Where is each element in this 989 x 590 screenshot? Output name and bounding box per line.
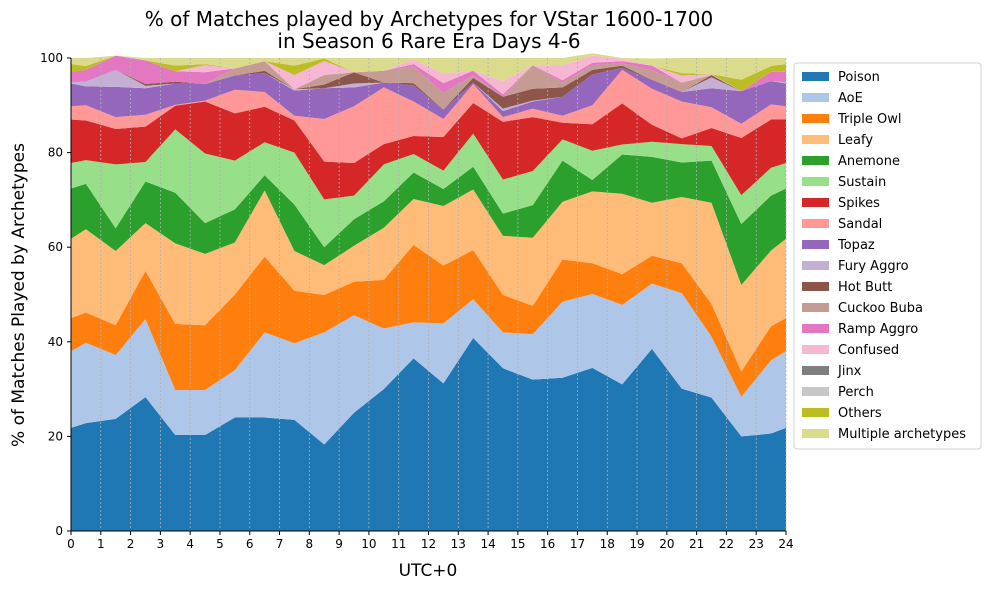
chart-title-line: in Season 6 Rare Era Days 4-6 [277,29,580,53]
x-tick-label: 8 [306,537,314,551]
legend-swatch-triple-owl [802,114,829,123]
x-tick-label: 2 [127,537,135,551]
y-tick-label: 60 [48,240,63,254]
x-grid [70,58,787,531]
x-tick-label: 12 [421,537,436,551]
area-cuckoo-buba [71,61,786,110]
area-multiple-archetypes [71,53,786,82]
x-tick-label: 23 [749,537,764,551]
chart-title: % of Matches played by Archetypes for VS… [145,7,714,53]
x-tick-label: 5 [216,537,224,551]
legend-swatch-leafy [802,135,829,144]
legend-label-anemone: Anemone [838,154,900,169]
legend-label-cuckoo-buba: Cuckoo Buba [838,301,923,316]
legend-label-poison: Poison [838,70,880,85]
area-ramp-aggro [71,55,786,97]
x-tick-label: 10 [361,537,376,551]
legend-label-confused: Confused [838,343,899,358]
x-tick-label: 3 [157,537,165,551]
x-tick-label: 0 [67,537,75,551]
area-topaz [71,67,786,124]
legend-swatch-sandal [802,219,829,228]
x-tick-label: 19 [629,537,644,551]
legend-label-hot-butt: Hot Butt [838,280,892,295]
legend-swatch-jinx [802,366,829,375]
legend-swatch-others [802,408,829,417]
x-tick-label: 13 [451,537,466,551]
y-axis-label: % of Matches Played by Archetypes [9,143,29,447]
legend-label-ramp-aggro: Ramp Aggro [838,322,918,337]
x-tick-label: 7 [276,537,284,551]
legend-label-perch: Perch [838,385,874,400]
legend-swatch-confused [802,345,829,354]
y-tick-label: 100 [40,51,63,65]
y-tick-label: 20 [48,429,63,443]
legend-swatch-topaz [802,240,829,249]
x-tick-label: 9 [335,537,343,551]
legend-label-aoe: AoE [838,91,863,106]
x-tick-label: 14 [480,537,495,551]
x-tick-label: 24 [778,537,793,551]
legend-label-triple-owl: Triple Owl [837,112,901,127]
legend-swatch-multiple-archetypes [802,429,829,438]
legend-label-spikes: Spikes [838,196,880,211]
legend-box [793,62,982,450]
y-tick-label: 0 [55,524,63,538]
legend-label-topaz: Topaz [837,238,875,253]
legend-swatch-ramp-aggro [802,324,829,333]
legend-label-leafy: Leafy [838,133,873,148]
legend: Poison AoE Triple Owl Leafy Anemone Sustain Sp… [793,62,982,450]
x-tick-label: 16 [540,537,555,551]
x-axis-label: UTC+0 [399,561,458,581]
x-tick-label: 20 [659,537,674,551]
ticks: 0 1 2 3 4 5 6 7 8 9 10 11 12 13 14 15 16 17 18 19 20 21 22 23 24… [40,51,794,551]
x-tick-label: 18 [600,537,615,551]
legend-label-jinx: Jinx [837,364,862,379]
x-tick-label: 21 [689,537,704,551]
legend-label-sustain: Sustain [838,175,886,190]
x-tick-label: 1 [97,537,105,551]
x-tick-label: 22 [719,537,734,551]
y-tick-label: 40 [48,335,63,349]
x-tick-label: 4 [186,537,194,551]
legend-swatch-anemone [802,156,829,165]
x-tick-label: 17 [570,537,585,551]
legend-label-sandal: Sandal [838,217,882,232]
area-sandal [71,69,786,164]
x-tick-label: 6 [246,537,254,551]
legend-swatch-perch [802,387,829,396]
legend-swatch-cuckoo-buba [802,303,829,312]
legend-swatch-fury-aggro [802,261,829,270]
legend-label-multiple-archetypes: Multiple archetypes [838,427,966,442]
legend-swatch-aoe [802,93,829,102]
legend-swatch-poison [802,72,829,81]
legend-label-others: Others [838,406,882,421]
chart-title-line: % of Matches played by Archetypes for VS… [145,7,714,31]
y-tick-label: 80 [48,146,63,160]
legend-label-fury-aggro: Fury Aggro [838,259,909,274]
x-tick-label: 11 [391,537,406,551]
x-tick-label: 15 [510,537,525,551]
legend-swatch-spikes [802,198,829,207]
legend-swatch-sustain [802,177,829,186]
legend-swatch-hot-butt [802,282,829,291]
